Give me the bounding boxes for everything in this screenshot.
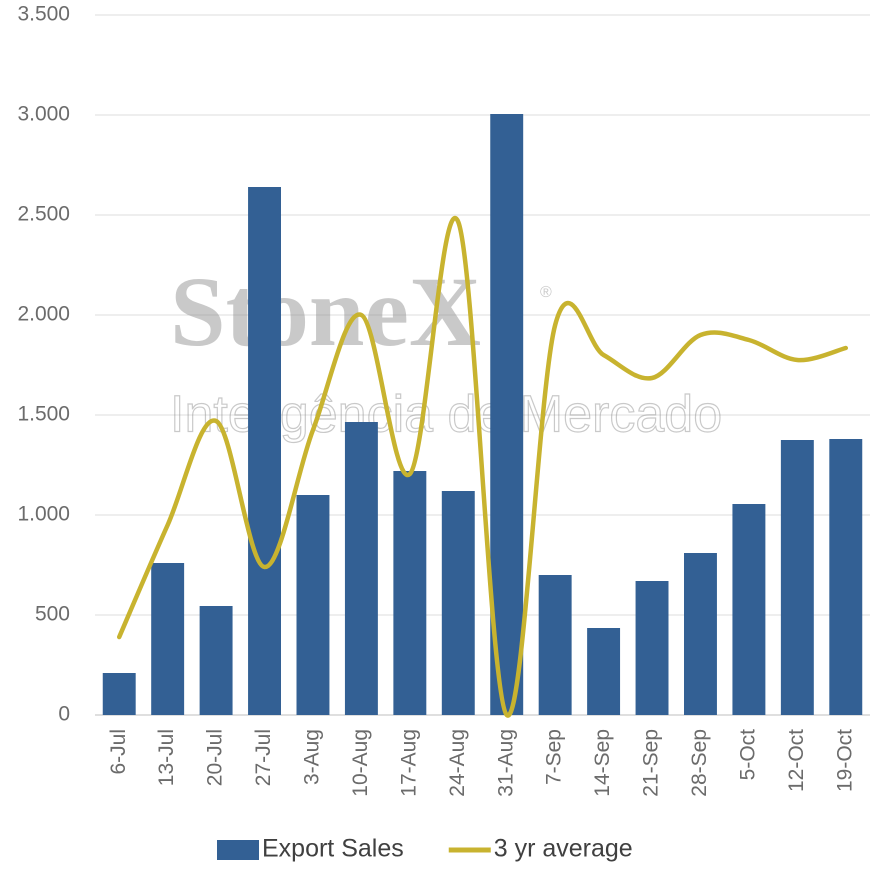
- x-tick-label: 3-Aug: [301, 729, 324, 785]
- x-tick-label: 19-Oct: [833, 729, 856, 792]
- x-tick-label: 24-Aug: [446, 729, 469, 797]
- watermark-mark: ®: [540, 284, 552, 301]
- x-tick-label: 17-Aug: [397, 729, 420, 797]
- bar: [635, 581, 669, 715]
- x-tick-label: 31-Aug: [494, 729, 517, 797]
- legend-swatch: [217, 840, 259, 860]
- x-tick-label: 5-Oct: [736, 729, 759, 781]
- y-tick-label: 0: [58, 703, 70, 726]
- bar: [296, 495, 330, 715]
- x-tick-label: 12-Oct: [785, 729, 808, 792]
- x-tick-label: 20-Jul: [204, 729, 227, 786]
- bar: [732, 504, 766, 715]
- bar: [490, 114, 524, 715]
- bar: [441, 491, 475, 715]
- bar: [151, 563, 185, 715]
- y-tick-label: 1.000: [17, 503, 70, 526]
- x-tick-label: 27-Jul: [252, 729, 275, 786]
- bar: [102, 673, 136, 715]
- bar: [587, 628, 621, 715]
- legend-label: Export Sales: [262, 835, 404, 863]
- x-tick-label: 21-Sep: [640, 729, 663, 797]
- y-tick-label: 2.000: [17, 303, 70, 326]
- bar: [538, 575, 572, 715]
- bar: [780, 440, 814, 715]
- bar: [248, 187, 281, 715]
- y-tick-label: 2.500: [17, 203, 70, 226]
- x-tick-label: 6-Jul: [107, 729, 130, 775]
- bar: [684, 553, 717, 715]
- legend-label: 3 yr average: [494, 835, 633, 863]
- y-tick-label: 500: [35, 603, 70, 626]
- bar: [344, 422, 378, 715]
- x-tick-label: 10-Aug: [349, 729, 372, 797]
- line: [116, 215, 849, 718]
- x-tick-label: 14-Sep: [591, 729, 614, 797]
- bar: [199, 606, 233, 715]
- y-tick-label: 3.000: [17, 103, 70, 126]
- x-tick-label: 7-Sep: [543, 729, 566, 785]
- x-tick-label: 13-Jul: [155, 729, 178, 786]
- bar: [829, 439, 863, 715]
- x-tick-label: 28-Sep: [688, 729, 711, 797]
- y-tick-label: 1.500: [17, 403, 70, 426]
- bar: [393, 471, 427, 715]
- y-tick-label: 3.500: [17, 3, 70, 26]
